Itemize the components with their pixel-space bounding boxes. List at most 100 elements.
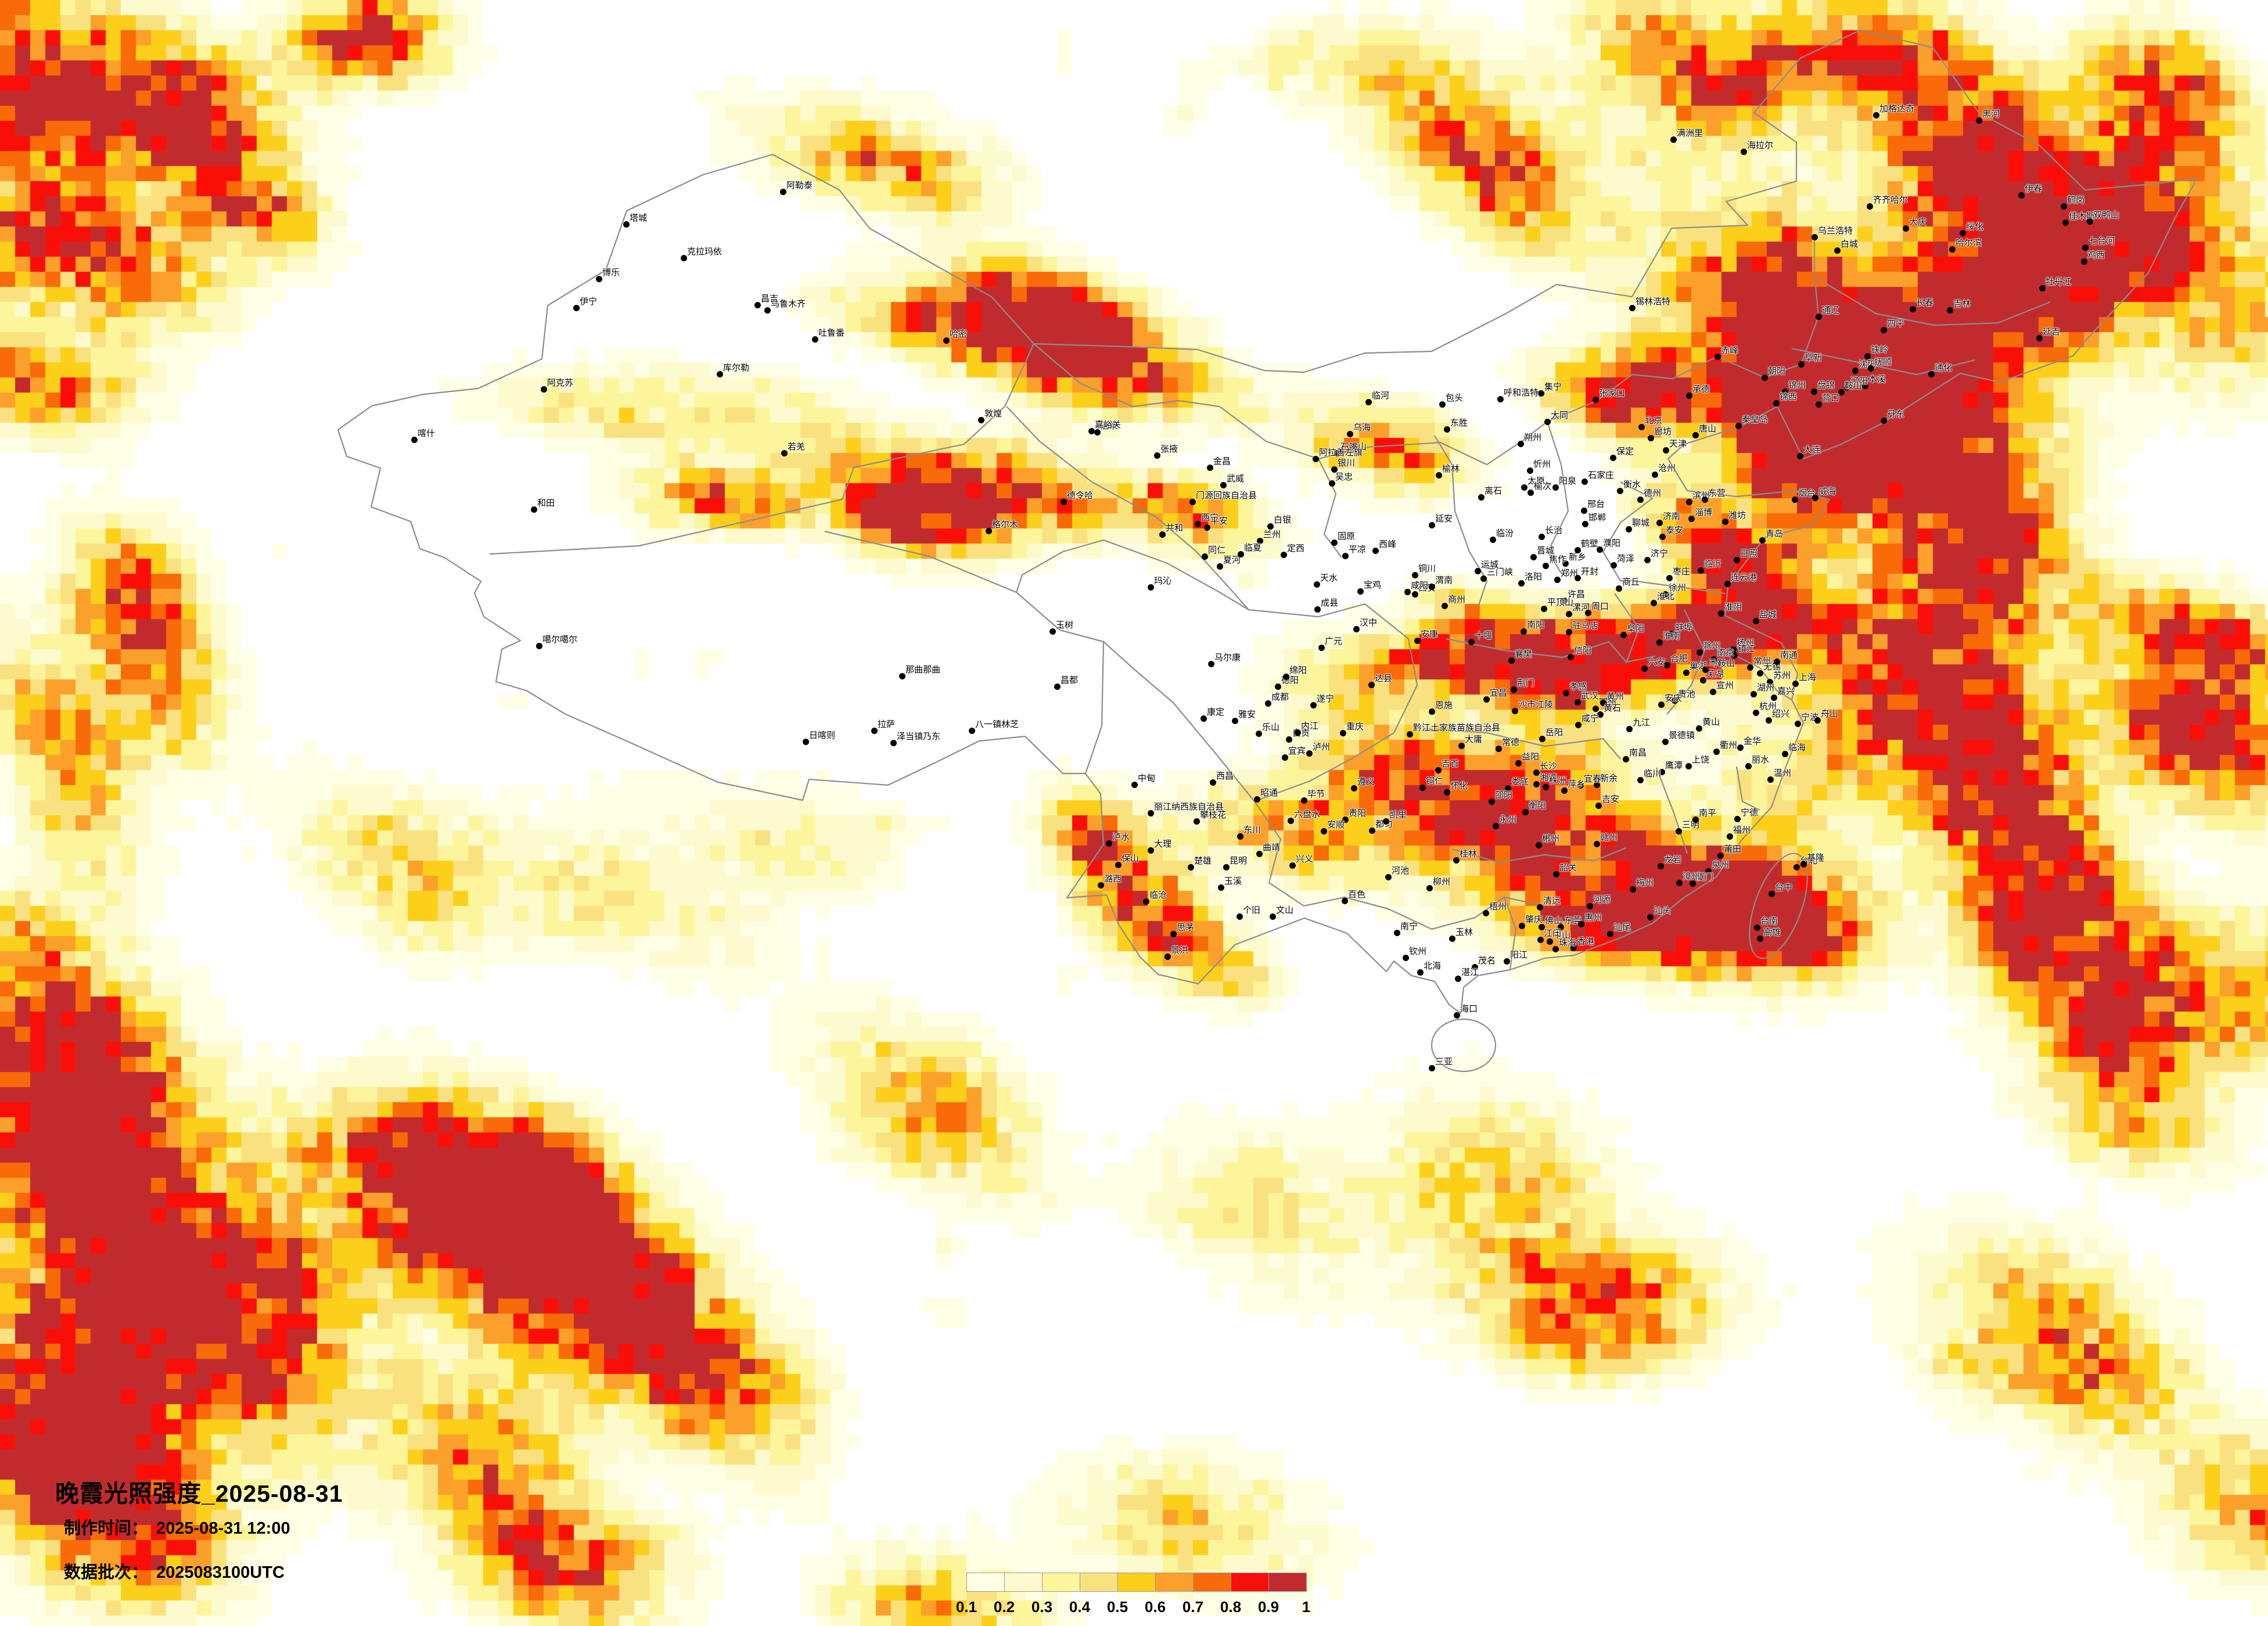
city-label: 临川 xyxy=(1644,769,1662,779)
city-dot xyxy=(1595,803,1602,809)
city-dot xyxy=(1218,884,1224,891)
city-dot xyxy=(1594,782,1600,788)
city-label: 保定 xyxy=(1616,447,1634,456)
city-dot xyxy=(1570,945,1577,951)
city-dot xyxy=(1562,560,1569,567)
city-dot xyxy=(1672,697,1678,704)
city-dot xyxy=(1552,484,1559,491)
city-label: 荆门 xyxy=(1517,678,1535,688)
city-label: 黄山 xyxy=(1702,717,1720,727)
data-batch-label: 数据批次： xyxy=(64,1563,149,1582)
city-label: 东营 xyxy=(1708,488,1726,498)
city-dot xyxy=(1724,581,1731,587)
city-dot xyxy=(1686,499,1692,505)
city-dot xyxy=(1518,580,1525,587)
city-label: 白城 xyxy=(1841,239,1859,249)
city-label: 平安 xyxy=(1210,516,1228,526)
city-dot xyxy=(1629,305,1636,311)
city-dot xyxy=(1404,589,1411,595)
city-dot xyxy=(803,739,809,745)
city-dot xyxy=(1747,664,1753,671)
city-label: 绥化 xyxy=(1966,222,1984,232)
city-label: 温州 xyxy=(1774,768,1792,778)
city-dot xyxy=(1217,563,1223,570)
city-dot xyxy=(1656,639,1663,646)
city-dot xyxy=(1656,520,1663,526)
border-line xyxy=(1103,603,1418,803)
border-line xyxy=(337,29,2198,1015)
city-label: 济南 xyxy=(1663,512,1681,521)
city-label: 濮阳 xyxy=(1603,538,1621,548)
city-dot xyxy=(1623,756,1629,762)
city-dot xyxy=(1194,818,1200,825)
city-dot xyxy=(1690,880,1696,887)
city-dot xyxy=(1148,847,1154,854)
city-dot xyxy=(1949,246,1956,253)
city-label: 连云港 xyxy=(1731,573,1757,582)
city-label: 固原 xyxy=(1338,531,1356,541)
city-label: 临沧 xyxy=(1149,890,1167,900)
city-dot xyxy=(1652,472,1658,478)
city-dot xyxy=(1539,736,1545,742)
city-label: 个旧 xyxy=(1243,905,1261,915)
city-dot xyxy=(1189,499,1196,505)
city-dot xyxy=(1088,428,1095,434)
city-dot xyxy=(1429,708,1435,715)
city-label: 成县 xyxy=(1321,598,1339,608)
city-dot xyxy=(2082,244,2089,251)
city-label: 四平 xyxy=(1887,319,1905,329)
city-dot xyxy=(1310,702,1317,708)
city-dot xyxy=(1154,452,1160,459)
island-outline xyxy=(1749,852,1808,959)
city-dot xyxy=(1306,750,1313,757)
border-line xyxy=(1006,406,1249,610)
city-dot xyxy=(1881,327,1887,333)
city-label: 格尔木 xyxy=(992,520,1019,530)
city-dot xyxy=(1407,731,1413,738)
city-label: 大庆 xyxy=(1909,217,1927,227)
border-line xyxy=(824,530,1105,774)
city-dot xyxy=(1148,584,1154,591)
city-label: 唐山 xyxy=(1699,424,1717,434)
city-dot xyxy=(1662,591,1669,598)
city-label: 蚌埠 xyxy=(1675,623,1693,632)
city-label: 噶尔噶尔 xyxy=(542,635,578,645)
city-dot xyxy=(2081,258,2087,265)
city-dot xyxy=(1638,424,1645,430)
city-label: 南平 xyxy=(1699,808,1717,818)
city-dot xyxy=(1597,711,1604,718)
city-label: 满洲里 xyxy=(1677,128,1703,138)
city-dot xyxy=(1844,384,1850,391)
city-dot xyxy=(1334,450,1340,456)
city-label: 承德 xyxy=(1692,384,1710,394)
city-label: 周口 xyxy=(1591,602,1609,611)
city-label: 阿勒泰 xyxy=(786,181,813,190)
city-dot xyxy=(1267,523,1274,530)
city-label: 郑州 xyxy=(1561,569,1579,578)
border-line xyxy=(1655,767,1688,854)
city-dot xyxy=(1582,521,1588,527)
border-line xyxy=(1817,278,2051,326)
city-label: 咸阳 xyxy=(1411,581,1429,591)
city-label: 玉溪 xyxy=(1224,876,1242,886)
city-label: 酒泉 xyxy=(1101,421,1119,431)
city-label: 银川 xyxy=(1338,458,1356,468)
city-label: 南京 xyxy=(1717,648,1735,658)
city-label: 江门 xyxy=(1544,929,1562,938)
city-dot xyxy=(1115,862,1122,868)
city-dot xyxy=(1412,572,1418,578)
city-label: 泸州 xyxy=(1313,742,1331,752)
city-label: 威海 xyxy=(1818,487,1836,497)
city-dot xyxy=(1202,553,1208,560)
city-label: 泸水 xyxy=(1112,832,1130,842)
city-dot xyxy=(780,189,786,195)
city-dot xyxy=(1685,763,1692,769)
city-label: 延安 xyxy=(1435,514,1453,524)
border-line xyxy=(1318,458,1342,558)
city-label: 毕节 xyxy=(1307,789,1325,799)
city-dot xyxy=(1715,354,1721,360)
city-label: 那曲那曲 xyxy=(905,665,941,675)
city-label: 邵阳 xyxy=(1495,790,1513,800)
city-label: 岳阳 xyxy=(1545,728,1563,738)
